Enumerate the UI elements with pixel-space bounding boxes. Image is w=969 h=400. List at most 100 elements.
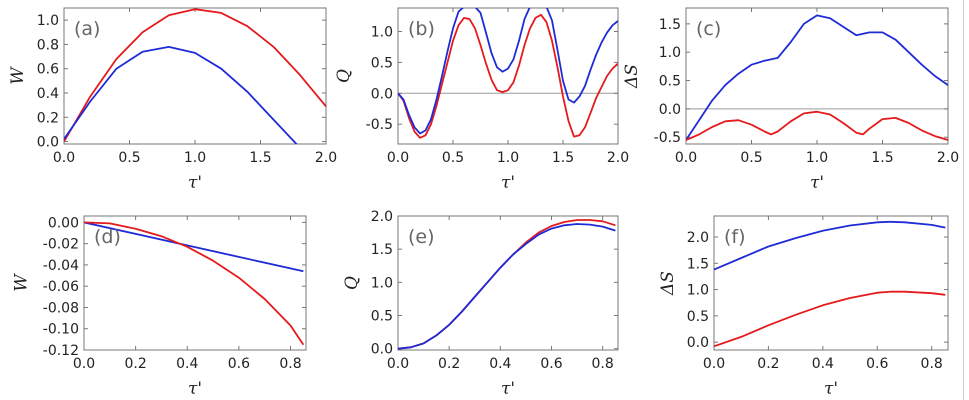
series-line [84,221,304,273]
x-tick-label: 0.5 [740,150,762,166]
series-line [714,290,946,348]
y-tick-label: 1.0 [687,283,709,299]
series-line [714,220,946,271]
y-tick-label: 0.0 [659,102,681,118]
y-tick-label: -0.08 [43,300,79,316]
panel-d: 0.0 0.2 0.4 0.6 0.8 0.00 -0.02 -0.04 -0.06 -0.08 -… [12,215,307,399]
y-axis-label: ΔS [658,271,678,296]
y-axis-label: ΔS [622,64,642,89]
y-tick-label: 2.0 [371,209,393,225]
y-tick-label: 0.00 [48,215,79,231]
y-axis-label: Q [342,276,362,290]
x-tick-label: 1.5 [552,150,574,166]
x-tick-label: 0.0 [387,150,409,166]
series-line [64,8,326,143]
y-tick-label: 2.0 [687,230,709,246]
panel-label: (a) [74,18,100,40]
y-tick-label: 0.0 [687,335,709,351]
x-tick-label: 0.4 [176,356,198,372]
y-tick-label: -0.04 [43,258,79,274]
x-tick-label: 0.0 [675,150,697,166]
series-line [398,223,616,350]
x-tick-label: 0.8 [592,356,614,372]
x-tick-label: 0.2 [124,356,146,372]
x-axis-label: τ' [188,379,202,399]
panel-e: 0.0 0.2 0.4 0.6 0.8 0.0 0.5 1.0 1.5 2.0 (e) τ' Q [342,209,619,399]
panel-f: 0.0 0.2 0.4 0.6 0.8 0.0 0.5 1.0 1.5 2.0 (f) τ' ΔS [658,215,949,399]
series-line [398,8,618,135]
x-tick-label: 2.0 [315,150,337,166]
x-tick-label: 0.8 [921,356,943,372]
y-tick-label: 0.2 [37,110,59,126]
panel-label: (e) [408,226,435,248]
plot-frame [83,215,307,351]
y-tick-label: 1.5 [371,242,393,258]
y-tick-label: -0.02 [43,237,79,253]
x-tick-label: 0.6 [228,356,250,372]
x-tick-label: 0.0 [53,150,75,166]
plot-frame [397,215,619,351]
window-edge-line [963,0,964,400]
y-tick-label: 0.6 [37,62,59,78]
x-tick-label: 0.6 [540,356,562,372]
y-tick-label: 0.0 [37,135,59,151]
y-tick-label: 1.5 [659,17,681,33]
y-tick-label: 0.5 [371,309,393,325]
x-tick-label: 2.0 [607,150,629,166]
y-tick-label: 0.5 [687,309,709,325]
panel-label: (b) [408,18,435,40]
y-axis-label: W [12,273,32,292]
y-tick-label: -0.5 [366,117,393,133]
panel-label: (f) [724,226,746,248]
x-tick-label: 0.5 [442,150,464,166]
panel-label: (d) [94,226,121,248]
y-tick-label: 1.5 [687,256,709,272]
y-tick-label: 0.0 [371,342,393,358]
x-tick-label: 0.2 [438,356,460,372]
x-axis-label: τ' [810,173,824,193]
x-tick-label: 1.0 [184,150,206,166]
plot-frame [63,7,327,145]
x-axis-label: τ' [188,173,202,193]
x-axis-label: τ' [501,173,515,193]
y-axis-label: W [8,66,28,85]
series-line [64,46,298,144]
y-tick-label: 0.5 [659,74,681,90]
series-line [398,13,618,139]
y-tick-label: 1.0 [371,275,393,291]
y-tick-label: -0.12 [43,343,79,359]
y-tick-label: -0.10 [43,322,79,338]
panel-label: (c) [696,18,721,40]
y-tick-label: -0.06 [43,279,79,295]
plot-frame [713,215,949,351]
x-tick-label: 1.5 [871,150,893,166]
x-tick-label: 0.2 [757,356,779,372]
y-axis-label: Q [334,69,354,83]
series-line [686,110,948,141]
x-tick-label: 0.0 [703,356,725,372]
y-tick-label: 0.5 [371,55,393,71]
panel-b: 0.0 0.5 1.0 1.5 2.0 -0.5 0.0 0.5 1.0 (b) τ' Q [334,7,629,193]
x-tick-label: 1.0 [806,150,828,166]
x-axis-label: τ' [501,379,515,399]
series-line [686,14,948,141]
x-tick-label: 0.5 [118,150,140,166]
y-tick-label: 0.0 [371,86,393,102]
y-tick-label: -0.5 [654,130,681,146]
x-tick-label: 1.0 [497,150,519,166]
x-tick-label: 0.0 [73,356,95,372]
series-line [84,221,305,346]
x-axis-label: τ' [824,379,838,399]
x-tick-label: 0.8 [279,356,301,372]
y-tick-label: 0.4 [37,86,59,102]
x-tick-label: 0.4 [812,356,834,372]
x-tick-label: 1.5 [249,150,271,166]
x-tick-label: 0.6 [866,356,888,372]
x-tick-label: 2.0 [937,150,959,166]
panel-c: 0.0 0.5 1.0 1.5 2.0 -0.5 0.0 0.5 1.0 1.5 (c) τ' ΔS [622,7,959,193]
x-tick-label: 0.0 [387,356,409,372]
panel-a: 0.0 0.5 1.0 1.5 2.0 0.0 0.2 0.4 0.6 0.8 1.0 (a) τ' W [8,7,337,193]
x-tick-label: 0.4 [489,356,511,372]
y-tick-label: 0.8 [37,37,59,53]
